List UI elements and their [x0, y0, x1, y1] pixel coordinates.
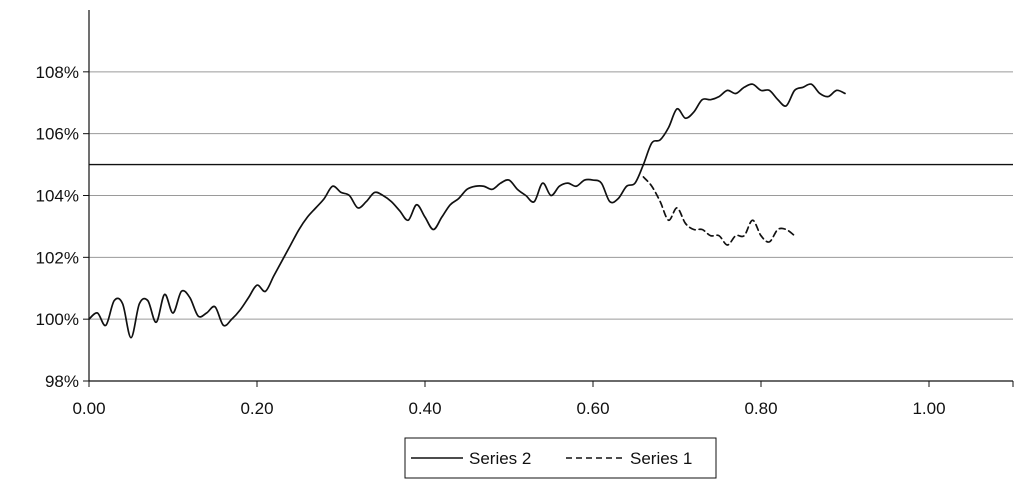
y-tick-label: 104% — [36, 187, 79, 206]
axes: 98% 100% 102% 104% 106% 108% 0.00 0.20 0.40 0.60 0… — [36, 10, 1014, 418]
series-line-series-1 — [642, 176, 796, 246]
y-tick-label: 102% — [36, 248, 79, 267]
series-line-series-2 — [88, 83, 846, 339]
y-tick-label: 100% — [36, 310, 79, 329]
y-tick-label: 108% — [36, 63, 79, 82]
x-tick-label: 0.60 — [576, 399, 609, 418]
x-tick-label: 1.00 — [912, 399, 945, 418]
y-tick-label: 106% — [36, 125, 79, 144]
x-tick-label: 0.40 — [408, 399, 441, 418]
x-tick-label: 0.80 — [744, 399, 777, 418]
legend: Series 2 Series 1 — [404, 437, 717, 479]
legend-label-series-1: Series 1 — [630, 449, 692, 468]
x-tick-label: 0.00 — [72, 399, 105, 418]
series-group — [88, 83, 846, 339]
y-tick-label: 98% — [45, 372, 79, 391]
legend-label-series-2: Series 2 — [469, 449, 531, 468]
x-tick-label: 0.20 — [240, 399, 273, 418]
